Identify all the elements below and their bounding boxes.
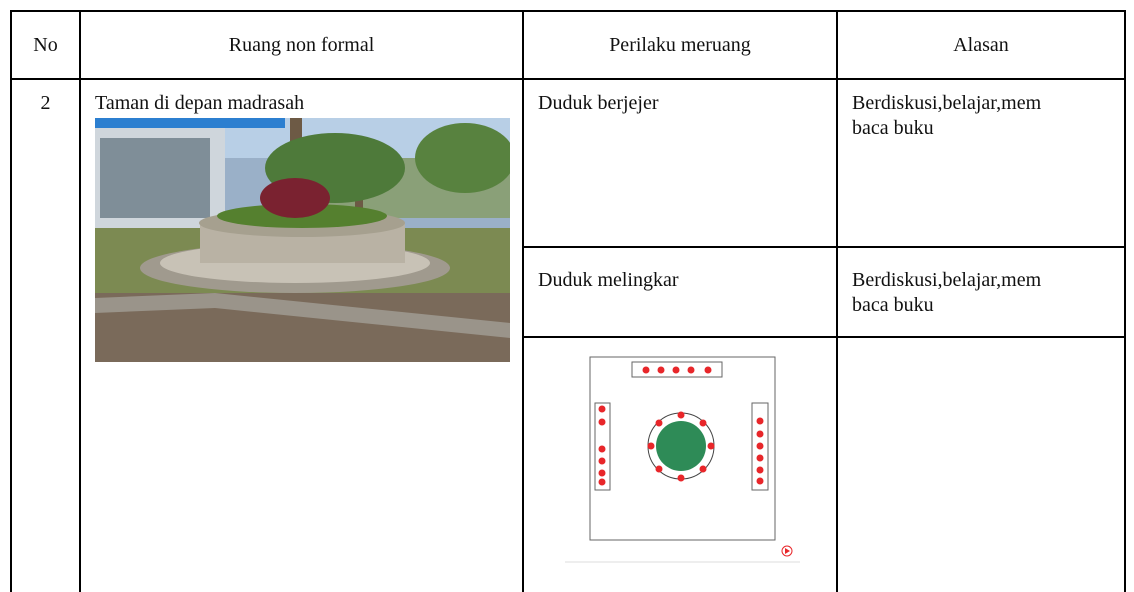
border — [10, 10, 1126, 12]
cell-alasan: baca buku — [852, 117, 934, 139]
border — [1124, 10, 1126, 592]
header-cell: Alasan — [953, 34, 1009, 56]
header-cell: No — [33, 34, 58, 56]
border — [10, 10, 12, 592]
cell-alasan: Berdiskusi,belajar,mem — [852, 92, 1042, 114]
cell-perilaku: Duduk melingkar — [538, 269, 679, 291]
border — [836, 10, 838, 592]
header-cell: Perilaku meruang — [609, 34, 751, 56]
cell-alasan: baca buku — [852, 294, 934, 316]
seating-diagram — [565, 356, 800, 563]
cell-alasan: Berdiskusi,belajar,mem — [852, 269, 1042, 291]
border — [79, 10, 81, 592]
border — [522, 246, 1126, 248]
border — [522, 10, 524, 592]
header-cell: Ruang non formal — [228, 34, 375, 56]
border — [10, 78, 1126, 80]
photo — [95, 118, 510, 362]
cell-no: 2 — [40, 92, 51, 114]
cell-perilaku: Duduk berjejer — [538, 92, 659, 114]
cell-ruang: Taman di depan madrasah — [95, 92, 305, 114]
border — [522, 336, 1126, 338]
